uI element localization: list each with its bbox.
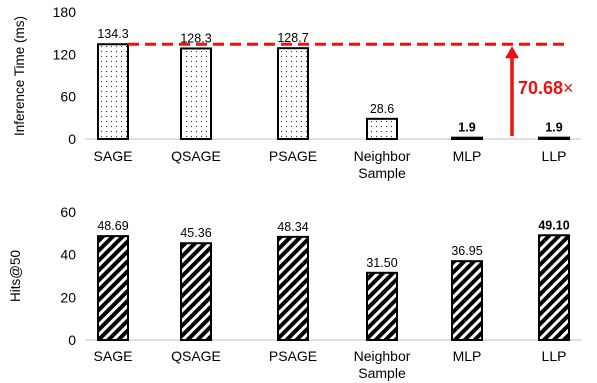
data-label: 1.9 (545, 121, 562, 135)
data-label: 36.95 (451, 244, 482, 258)
bar (366, 117, 398, 141)
data-label: 45.36 (180, 226, 211, 240)
category-label: Neighbor (354, 148, 411, 164)
y-tick-label: 20 (60, 289, 76, 305)
bar (97, 235, 129, 342)
data-label: 128.7 (277, 31, 308, 45)
category-label: QSAGE (171, 348, 221, 364)
category-label: Neighbor (354, 348, 411, 364)
y-tick-label: 0 (68, 332, 76, 348)
bar (451, 136, 483, 140)
bar (538, 234, 570, 341)
category-label: Sample (358, 165, 406, 181)
y-tick-label: 120 (53, 46, 77, 62)
data-label: 48.69 (97, 219, 128, 233)
speedup-multiplier-symbol: × (563, 78, 574, 98)
bar (277, 235, 309, 341)
bar (97, 43, 129, 140)
category-label: MLP (453, 148, 482, 164)
bar (451, 260, 483, 342)
speedup-arrow-head (505, 46, 519, 59)
category-label: SAGE (94, 348, 133, 364)
category-label: LLP (542, 348, 567, 364)
y-tick-label: 60 (60, 89, 76, 105)
category-label: SAGE (94, 148, 133, 164)
bar (366, 271, 398, 341)
bar (180, 47, 212, 141)
bar (538, 136, 570, 140)
data-label: 1.9 (458, 121, 475, 135)
category-label: MLP (453, 348, 482, 364)
category-label: Sample (358, 365, 406, 381)
y-tick-label: 60 (60, 204, 76, 220)
y-tick-label: 0 (68, 131, 76, 147)
category-label: PSAGE (269, 348, 317, 364)
category-label: PSAGE (269, 148, 317, 164)
data-label: 128.3 (180, 31, 211, 45)
category-label: QSAGE (171, 148, 221, 164)
y-tick-label: 40 (60, 247, 76, 263)
data-label: 49.10 (538, 218, 569, 232)
data-label: 28.6 (370, 102, 394, 116)
y-axis-title: Inference Time (ms) (12, 16, 27, 136)
bar (277, 47, 309, 140)
inference-time-chart: 0 60 120 180 Inference Time (ms) 134.3 SAGE 128… (12, 4, 581, 181)
bar (180, 242, 212, 341)
data-label: 31.50 (366, 256, 397, 270)
data-label: 134.3 (97, 27, 128, 41)
category-label: LLP (542, 148, 567, 164)
y-tick-label: 180 (53, 4, 77, 20)
speedup-annotation: 70.68× (518, 78, 574, 98)
y-axis-title: Hits@50 (8, 250, 23, 302)
data-label: 48.34 (277, 220, 308, 234)
hits-at-50-chart: 0 20 40 60 Hits@50 48.69 SAGE 45.36 QSAGE 48.34 PS… (8, 204, 581, 381)
